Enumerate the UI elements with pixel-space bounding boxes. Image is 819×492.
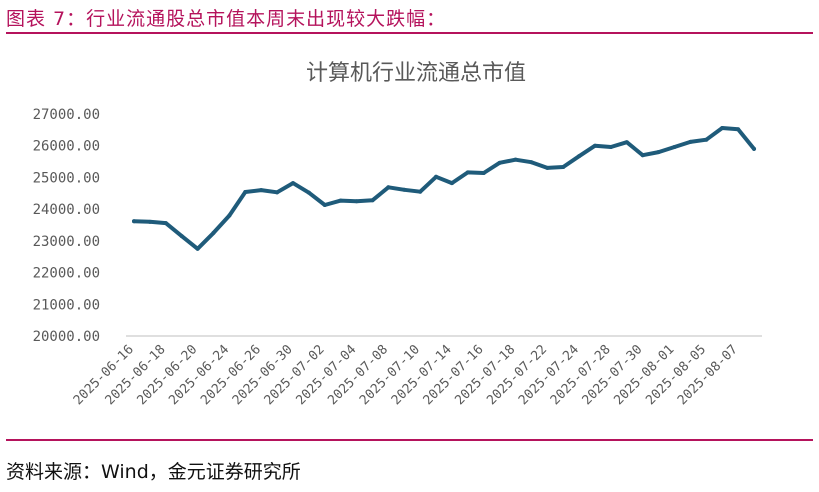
y-tick-label: 26000.00	[33, 139, 100, 155]
data-point	[243, 190, 248, 195]
data-points	[132, 125, 756, 251]
data-point	[720, 125, 725, 130]
y-tick-label: 20000.00	[33, 329, 100, 345]
y-tick-label: 23000.00	[33, 234, 100, 250]
data-point	[640, 153, 645, 158]
series-line	[132, 126, 756, 251]
source-note: 资料来源：Wind，金元证券研究所	[6, 461, 301, 483]
data-point	[449, 181, 454, 186]
line-chart: 计算机行业流通总市值 27000.00 26000.00 25000.00 24000…	[33, 61, 762, 408]
data-point	[418, 189, 423, 194]
data-point	[513, 157, 518, 162]
data-point	[132, 219, 136, 224]
data-point	[465, 170, 470, 175]
data-point	[402, 187, 407, 192]
data-point	[688, 139, 693, 144]
data-point	[370, 198, 375, 203]
caption-rule	[6, 32, 813, 34]
data-point	[545, 165, 550, 170]
data-point	[497, 160, 502, 165]
data-point	[577, 154, 582, 159]
y-tick-label: 27000.00	[33, 107, 100, 123]
data-point	[624, 140, 629, 145]
data-point	[561, 164, 566, 169]
y-tick-label: 22000.00	[33, 266, 100, 282]
data-point	[306, 190, 311, 195]
y-tick-label: 25000.00	[33, 170, 100, 186]
data-point	[259, 188, 264, 193]
data-point	[227, 213, 232, 218]
data-point	[593, 143, 598, 148]
data-point	[529, 160, 534, 165]
x-axis: 2025-06-162025-06-182025-06-202025-06-24…	[71, 342, 741, 408]
data-point	[434, 174, 439, 179]
data-point	[275, 190, 280, 195]
source-rule	[6, 439, 813, 441]
data-point	[338, 198, 343, 203]
data-point	[163, 221, 168, 226]
data-point	[354, 199, 359, 204]
y-tick-label: 24000.00	[33, 202, 100, 218]
data-point	[608, 144, 613, 149]
chart-container: 计算机行业流通总市值 27000.00 26000.00 25000.00 24000…	[6, 36, 813, 436]
data-point	[322, 203, 327, 208]
y-tick-label: 21000.00	[33, 297, 100, 313]
data-point	[656, 150, 661, 155]
data-point	[179, 234, 184, 239]
data-point	[704, 137, 709, 142]
data-point	[211, 230, 216, 235]
data-point	[752, 146, 756, 151]
y-axis: 27000.00 26000.00 25000.00 24000.00 23000.00…	[33, 107, 100, 345]
data-point	[386, 185, 391, 190]
data-point	[736, 127, 741, 132]
data-point	[195, 246, 200, 251]
data-point	[290, 181, 295, 186]
data-point	[672, 144, 677, 149]
chart-title: 计算机行业流通总市值	[306, 61, 526, 86]
data-point	[481, 170, 486, 175]
data-point	[147, 219, 152, 224]
figure-caption: 图表 7：行业流通股总市值本周末出现较大跌幅：	[6, 8, 447, 30]
